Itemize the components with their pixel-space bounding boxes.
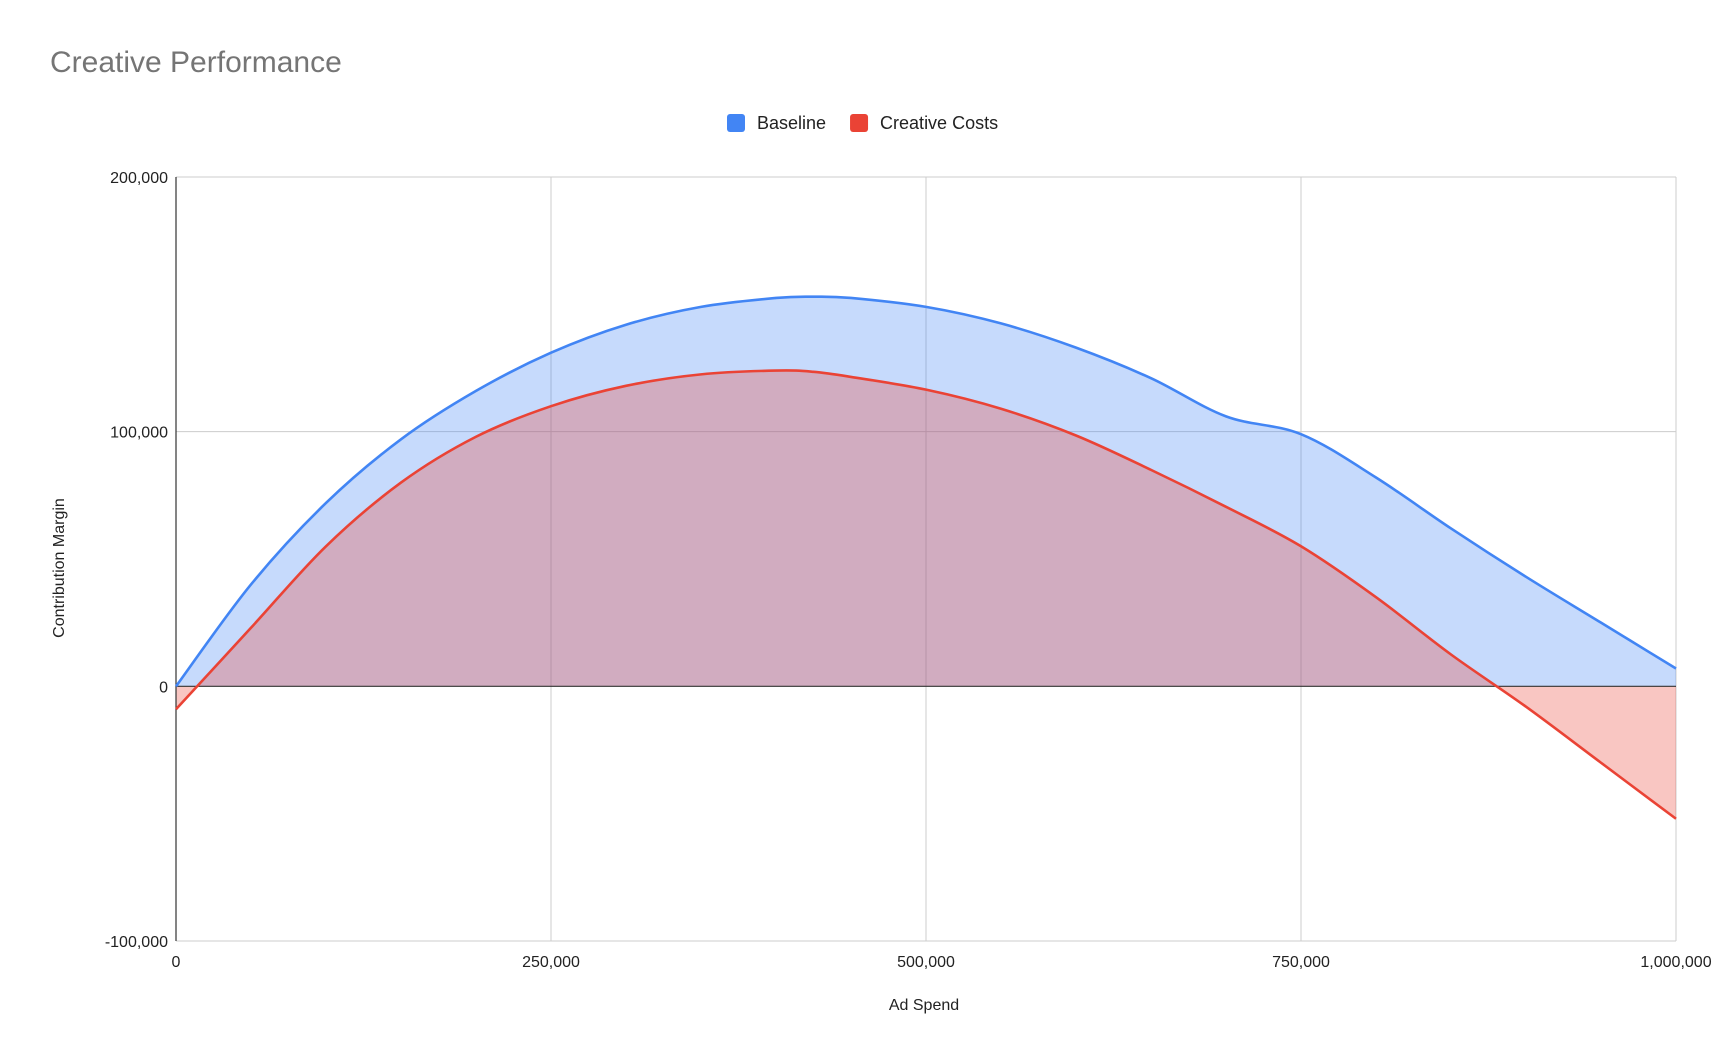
series-line-creative-costs [175,369,1677,820]
series-line-baseline [174,295,1677,688]
axis-layer [175,177,1676,941]
line-layer [174,295,1677,820]
legend-item-creative-costs[interactable]: Creative Costs [850,113,998,133]
chart-title: Creative Performance [50,46,342,79]
y-tick-label: 0 [159,679,168,696]
legend-label: Baseline [757,113,826,133]
x-tick-label: 500,000 [897,954,955,971]
legend: Baseline Creative Costs [727,113,998,133]
area-fill-baseline [176,296,1676,687]
legend-item-baseline[interactable]: Baseline [727,113,826,133]
y-axis-title: Contribution Margin [51,498,68,638]
legend-label: Creative Costs [880,113,998,133]
area-layer [176,296,1676,819]
legend-swatch [727,114,745,132]
x-tick-label: 750,000 [1272,954,1330,971]
grid-layer [176,176,1677,942]
x-tick-label: 1,000,000 [1640,954,1711,971]
x-tick-label: 0 [172,954,181,971]
area-fill-creative-costs [176,370,1676,819]
tick-layer: 0 250,000 500,000 750,000 1,000,000-100,0000… [105,170,1712,971]
y-tick-label: 100,000 [110,425,168,442]
legend-swatch [850,114,869,132]
x-axis-title: Ad Spend [889,997,959,1014]
y-tick-label: -100,000 [105,934,168,951]
y-tick-label: 200,000 [110,170,168,187]
x-tick-label: 250,000 [522,954,580,971]
